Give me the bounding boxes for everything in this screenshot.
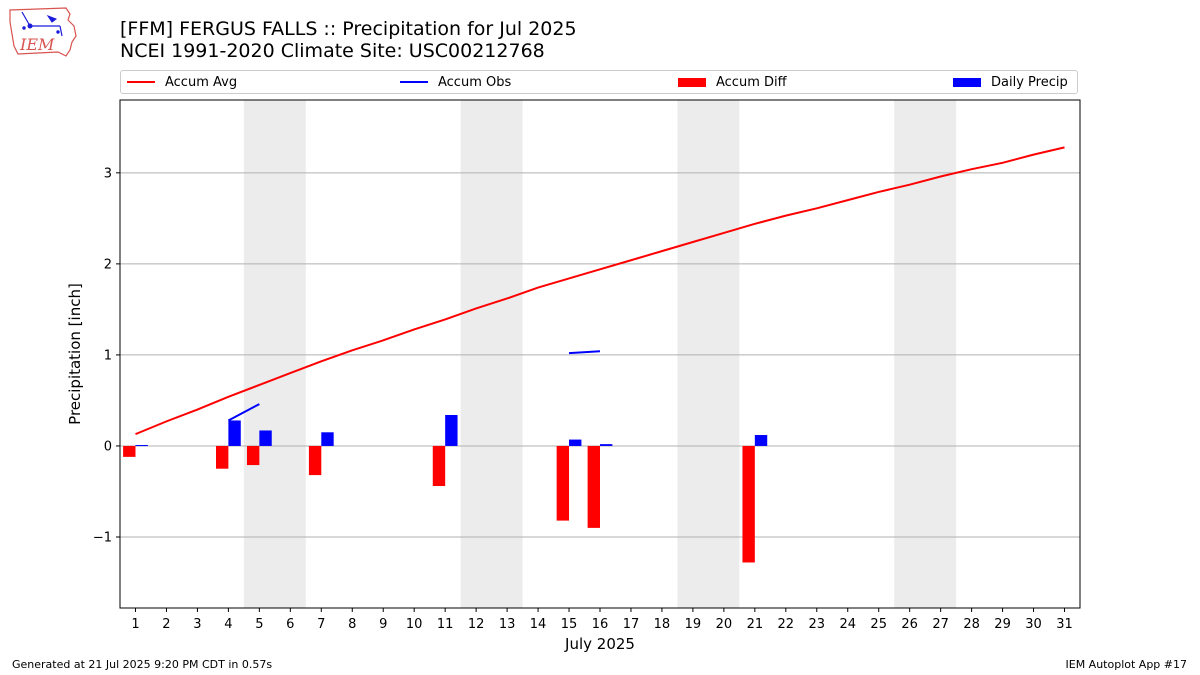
legend-swatch-accum-obs [400, 81, 428, 83]
logo-text: IEM [19, 35, 55, 54]
x-tick-label: 3 [193, 617, 201, 632]
daily-precip-bar-5 [259, 430, 272, 446]
weather-station-icon [21, 11, 63, 37]
x-tick-label: 12 [468, 617, 485, 632]
accum-diff-bar-16 [587, 445, 600, 528]
daily-precip-bar-15 [569, 439, 582, 446]
x-tick-label: 24 [839, 617, 856, 632]
x-tick-label: 19 [685, 617, 702, 632]
x-tick-label: 23 [809, 617, 826, 632]
x-tick-label: 17 [623, 617, 640, 632]
accum-diff-bar-4 [216, 445, 229, 469]
legend-swatch-accum-avg [127, 81, 155, 83]
x-tick-label: 21 [747, 617, 764, 632]
x-tick-label: 18 [654, 617, 671, 632]
accum-diff-bar-5 [246, 445, 260, 466]
x-tick-label: 1 [131, 617, 139, 632]
x-tick-label: 25 [870, 617, 887, 632]
y-tick-label: 3 [104, 166, 112, 181]
x-tick-label: 13 [499, 617, 516, 632]
accum-obs-line-segment-2 [568, 350, 601, 355]
daily-precip-bar-7 [321, 432, 334, 446]
legend-item-accum-diff: Accum Diff [678, 71, 787, 93]
x-tick-label: 27 [932, 617, 949, 632]
weekend-band-2 [460, 100, 523, 608]
daily-precip-bar-16 [600, 444, 613, 446]
legend-swatch-daily-precip [953, 77, 981, 87]
x-tick-label: 16 [592, 617, 609, 632]
x-axis-label: July 2025 [564, 635, 635, 653]
x-tick-label: 30 [1025, 617, 1042, 632]
accum-diff-bar-21 [742, 445, 755, 563]
legend-item-accum-avg: Accum Avg [127, 71, 237, 93]
legend-label-accum-avg: Accum Avg [165, 74, 238, 90]
y-axis-label: Precipitation [inch] [66, 283, 84, 425]
legend-label-accum-diff: Accum Diff [716, 74, 787, 90]
gridlines [120, 172, 1080, 538]
x-tick-label: 15 [561, 617, 578, 632]
accum-diff-bar-7 [308, 445, 322, 476]
iowa-state-outline [9, 7, 77, 57]
accum-diff-bar-15 [556, 445, 570, 521]
y-axis-ticks: −1 0 1 2 3 [93, 166, 120, 545]
y-tick-label: 1 [104, 348, 112, 363]
generated-timestamp: Generated at 21 Jul 2025 9:20 PM CDT in … [12, 658, 273, 671]
x-tick-label: 9 [379, 617, 387, 632]
series-lines [135, 146, 1065, 436]
chart-title-line1: [FFM] FERGUS FALLS :: Precipitation for … [120, 18, 577, 40]
legend: Accum Avg Accum Obs Accum Diff Daily Pre… [120, 70, 1078, 94]
x-tick-label: 7 [317, 617, 325, 632]
bars [123, 414, 768, 563]
y-tick-label: 0 [104, 439, 112, 454]
legend-swatch-accum-diff [678, 77, 706, 87]
weekend-band-4 [894, 100, 957, 608]
iem-logo: IEM [9, 7, 77, 57]
x-tick-label: 31 [1056, 617, 1073, 632]
chart-title-line2: NCEI 1991-2020 Climate Site: USC00212768 [120, 40, 545, 62]
x-tick-label: 29 [994, 617, 1011, 632]
app-credit: IEM Autoplot App #17 [1065, 658, 1188, 671]
legend-item-accum-obs: Accum Obs [400, 71, 511, 93]
daily-precip-bar-4 [228, 420, 241, 446]
legend-label-accum-obs: Accum Obs [438, 74, 512, 90]
chart-title: [FFM] FERGUS FALLS :: Precipitation for … [120, 18, 577, 62]
y-tick-label: −1 [93, 530, 112, 545]
x-tick-label: 2 [162, 617, 170, 632]
y-tick-label: 2 [104, 257, 112, 272]
x-tick-label: 22 [778, 617, 795, 632]
weekend-band-1 [243, 100, 306, 608]
plot-frame [119, 99, 1081, 609]
x-tick-label: 4 [224, 617, 232, 632]
accum-avg-line [135, 146, 1065, 436]
weekend-band-3 [677, 100, 740, 608]
daily-precip-bar-1 [135, 445, 148, 447]
x-tick-label: 20 [716, 617, 733, 632]
x-tick-label: 5 [255, 617, 263, 632]
accum-diff-bar-1 [123, 445, 136, 457]
weekend-shading [243, 100, 957, 608]
accum-obs-line-segment-1 [227, 403, 260, 422]
daily-precip-bar-11 [445, 414, 458, 446]
legend-item-daily-precip: Daily Precip [953, 71, 1068, 93]
x-tick-label: 6 [286, 617, 294, 632]
x-tick-label: 10 [406, 617, 423, 632]
accum-diff-bar-11 [432, 445, 446, 487]
legend-label-daily-precip: Daily Precip [991, 74, 1068, 90]
x-tick-label: 11 [437, 617, 454, 632]
x-tick-label: 26 [901, 617, 918, 632]
x-axis-ticks: 1 2 3 4 5 6 7 8 9 10 11 12 13 14 15 16 17 18 19 20 21 22 23 24 2… [131, 608, 1073, 632]
x-tick-label: 28 [963, 617, 980, 632]
x-tick-label: 14 [530, 617, 547, 632]
x-tick-label: 8 [348, 617, 356, 632]
daily-precip-bar-21 [754, 435, 768, 446]
